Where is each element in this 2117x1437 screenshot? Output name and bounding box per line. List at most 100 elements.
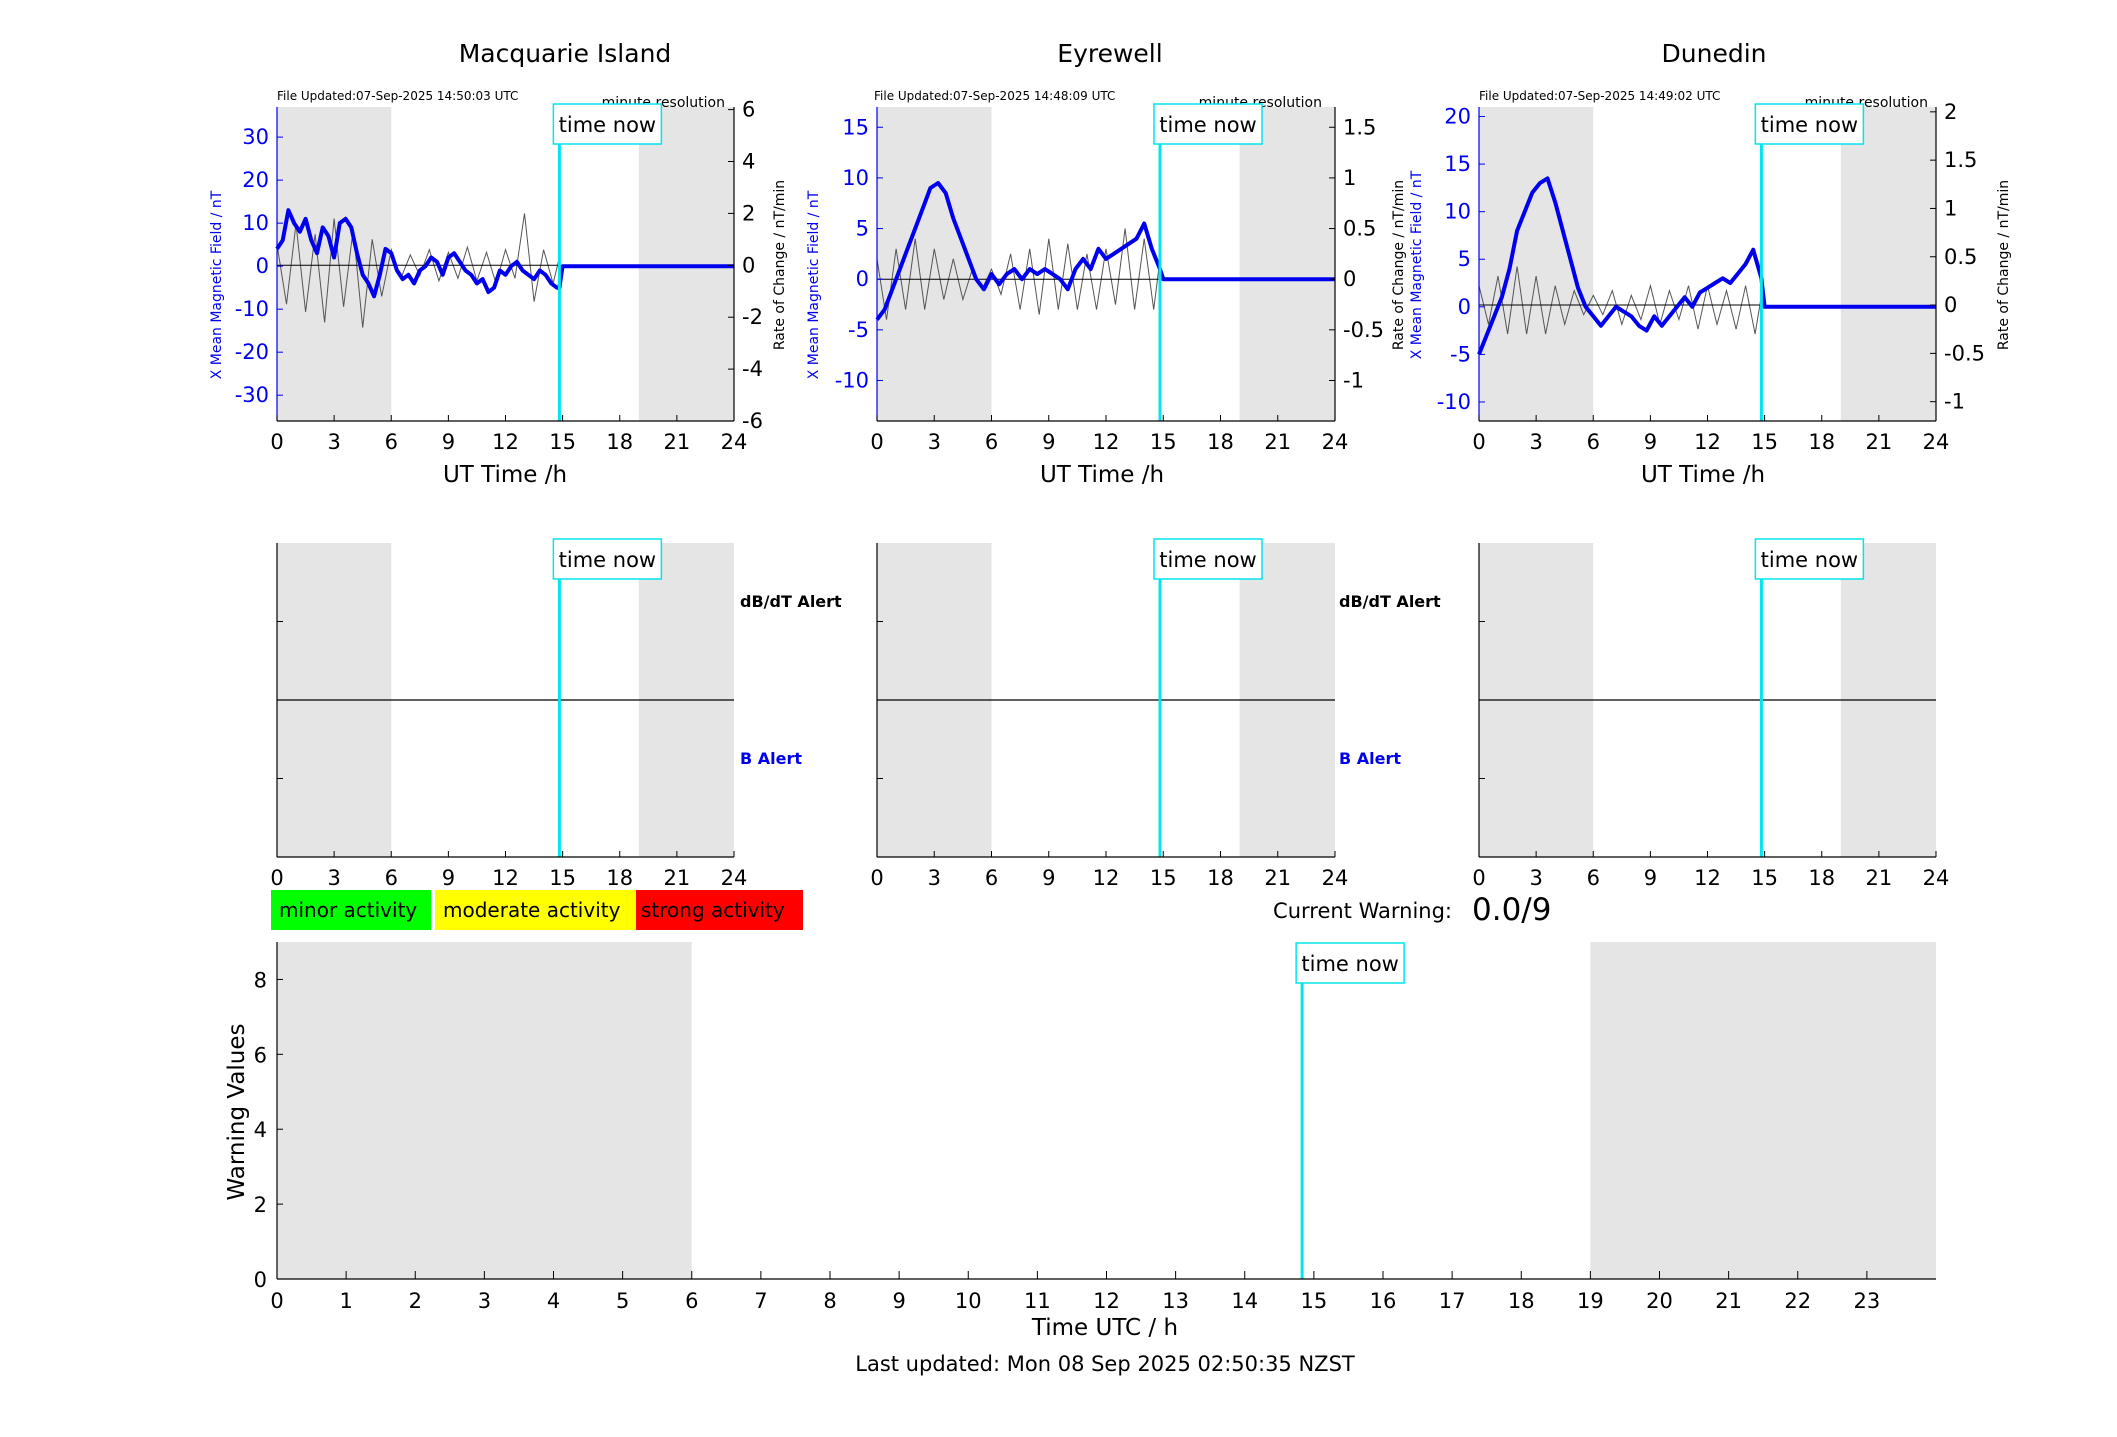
right-axis-label: Rate of Change / nT/min: [1996, 180, 2012, 350]
warning-x-tick-label: 22: [1784, 1289, 1811, 1313]
night-shade-2: [1840, 107, 1936, 421]
warning-x-tick-label: 19: [1577, 1289, 1604, 1313]
warning-x-tick-label: 2: [409, 1289, 422, 1313]
time-now-box-top-3: [1754, 103, 1865, 145]
alert-x-tick-label: 3: [327, 866, 340, 890]
panel-title: Dunedin: [1662, 39, 1767, 68]
x-tick-label: 0: [870, 430, 883, 454]
right-tick-label: 2: [1944, 100, 1957, 124]
warning-x-tick-label: 14: [1231, 1289, 1258, 1313]
right-tick-label: 6: [742, 98, 755, 122]
alert-x-tick-label: 6: [985, 866, 998, 890]
left-tick-label: 20: [242, 168, 269, 192]
left-tick-label: -20: [235, 340, 269, 364]
alert-x-tick-label: 24: [721, 866, 748, 890]
x-tick-label: 24: [721, 430, 748, 454]
x-tick-label: 3: [327, 430, 340, 454]
current-warning: Current Warning: 0.0/9: [1273, 892, 1551, 928]
night-shade-1: [1479, 107, 1594, 421]
file-updated-text: File Updated:07-Sep-2025 14:49:02 UTC: [1479, 89, 1720, 103]
x-axis-label: UT Time /h: [1641, 462, 1765, 488]
warning-x-tick-label: 16: [1370, 1289, 1397, 1313]
x-tick-label: 0: [1472, 430, 1485, 454]
left-tick-label: 20: [1444, 105, 1471, 129]
alert-x-tick-label: 9: [442, 866, 455, 890]
x-tick-label: 18: [606, 430, 633, 454]
time-now-label-warning: time now: [1301, 952, 1398, 976]
right-tick-label: 2: [742, 201, 755, 225]
time-now-label-alert-1: time now: [559, 548, 656, 572]
current-warning-value: 0.0/9: [1472, 892, 1551, 928]
b-alert-label: B Alert: [1339, 749, 1401, 768]
warning-x-tick-label: 21: [1715, 1289, 1742, 1313]
left-tick-label: -30: [235, 383, 269, 407]
alert-x-tick-label: 9: [1644, 866, 1657, 890]
alert-x-tick-label: 18: [1808, 866, 1835, 890]
warning-x-tick-label: 18: [1508, 1289, 1535, 1313]
left-tick-label: -10: [235, 297, 269, 321]
x-axis-label: UT Time /h: [443, 462, 567, 488]
night-shade-2: [638, 107, 734, 421]
warning-x-tick-label: 3: [478, 1289, 491, 1313]
legend-moderate-label: moderate activity: [443, 898, 621, 922]
x-tick-label: 21: [664, 430, 691, 454]
alert-x-tick-label: 15: [549, 866, 576, 890]
time-now-label-alert-3: time now: [1761, 548, 1858, 572]
x-tick-label: 6: [385, 430, 398, 454]
warning-x-tick-label: 6: [685, 1289, 698, 1313]
warning-x-axis-label: Time UTC / h: [1031, 1315, 1178, 1341]
warning-x-tick-label: 15: [1301, 1289, 1328, 1313]
rate-series-line: [1478, 266, 1762, 335]
right-tick-label: -1: [1944, 390, 1965, 414]
file-updated-text: File Updated:07-Sep-2025 14:50:03 UTC: [277, 89, 518, 103]
x-tick-label: 12: [1694, 430, 1721, 454]
field-series-line: [875, 181, 1335, 321]
time-now-label-alert-2: time now: [1159, 548, 1256, 572]
legend-moderate-swatch: [435, 890, 636, 930]
field-series-line: [275, 208, 734, 299]
x-tick-label: 21: [1866, 430, 1893, 454]
alert-x-tick-label: 21: [664, 866, 691, 890]
right-tick-label: 0: [742, 253, 755, 277]
time-now-label-top-2: time now: [1159, 113, 1256, 137]
rate-series-line: [276, 213, 560, 328]
warning-x-tick-label: 8: [823, 1289, 836, 1313]
alert-x-tick-label: 18: [1207, 866, 1234, 890]
b-alert-label: B Alert: [740, 749, 802, 768]
x-tick-label: 0: [270, 430, 283, 454]
warning-x-tick-label: 17: [1439, 1289, 1466, 1313]
right-tick-label: 1: [1944, 196, 1957, 220]
left-axis-label: X Mean Magnetic Field / nT: [209, 190, 225, 379]
x-tick-label: 18: [1207, 430, 1234, 454]
night-shade-2: [1590, 942, 1936, 1279]
right-tick-label: -4: [742, 357, 763, 381]
warning-chart-labels: Warning Values Time UTC / h Last updated…: [224, 1023, 1355, 1376]
x-tick-label: 15: [549, 430, 576, 454]
right-tick-label: -0.5: [1944, 341, 1985, 365]
right-tick-label: 4: [742, 149, 755, 173]
x-tick-label: 18: [1808, 430, 1835, 454]
x-tick-label: 24: [1322, 430, 1349, 454]
right-tick-label: -6: [742, 409, 763, 433]
right-tick-label: 1.5: [1343, 115, 1376, 139]
left-tick-label: 10: [1444, 200, 1471, 224]
legend-minor-swatch: [271, 890, 431, 930]
warning-x-tick-label: 4: [547, 1289, 560, 1313]
alert-x-tick-label: 24: [1923, 866, 1950, 890]
station-panel-macquarie: Macquarie Island File Updated:07-Sep-202…: [209, 39, 842, 768]
time-now-box-alert-1: [552, 538, 663, 580]
x-tick-label: 6: [1587, 430, 1600, 454]
x-tick-label: 24: [1923, 430, 1950, 454]
alert-x-tick-label: 21: [1866, 866, 1893, 890]
right-tick-label: 0: [1343, 267, 1356, 291]
warning-x-tick-label: 9: [892, 1289, 905, 1313]
alert-x-tick-label: 6: [385, 866, 398, 890]
rate-series-line: [876, 228, 1161, 320]
alert-x-tick-label: 12: [1694, 866, 1721, 890]
night-shade-2: [1239, 107, 1335, 421]
left-tick-label: 0: [256, 254, 269, 278]
right-tick-label: -2: [742, 305, 763, 329]
alert-x-tick-label: 0: [1472, 866, 1485, 890]
